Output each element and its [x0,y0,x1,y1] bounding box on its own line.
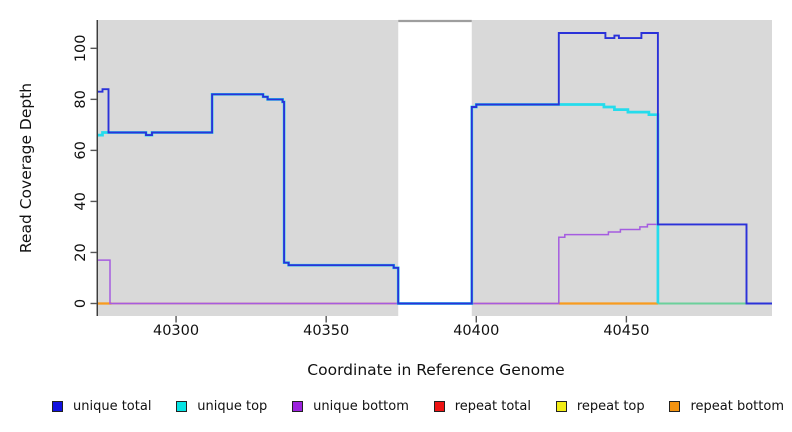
y-tick-label: 40 [73,192,89,210]
x-tick-label: 40400 [453,323,499,339]
legend-item-repeat-bottom: repeat bottom [669,399,784,414]
series-unique-total [98,32,772,305]
legend-label: repeat top [576,399,645,414]
x-tick-label: 40450 [603,323,649,339]
y-tick-label: 0 [73,299,89,308]
y-tick-label: 20 [73,243,89,261]
y-axis-title: Read Coverage Depth [17,82,35,254]
legend-label: unique total [73,399,152,414]
x-axis-title: Coordinate in Reference Genome [307,361,565,379]
y-tick-label: 80 [73,90,89,108]
legend: unique total unique top unique bottom repea… [52,399,784,414]
legend-item-repeat-total: repeat total [433,399,531,414]
legend-item-unique-top: unique top [176,399,267,414]
legend-item-unique-total: unique total [52,399,151,414]
legend-swatch-unique-total [52,401,63,412]
y-tick-label: 60 [73,141,89,159]
legend-item-unique-bottom: unique bottom [292,399,409,414]
x-tick-label: 40300 [153,323,199,339]
legend-swatch-repeat-total [433,401,445,412]
legend-item-repeat-top: repeat top [555,399,645,414]
legend-label: repeat total [454,399,531,414]
legend-label: repeat bottom [690,399,784,414]
x-tick-label: 40350 [303,323,349,339]
legend-swatch-unique-bottom [292,401,304,412]
y-tick-label: 100 [73,34,89,62]
uncovered-gap-region [398,20,472,316]
legend-swatch-repeat-top [555,401,567,412]
legend-swatch-unique-top [176,401,188,412]
legend-label: unique top [197,399,268,414]
legend-swatch-repeat-bottom [669,401,681,412]
legend-label: unique bottom [313,399,409,414]
